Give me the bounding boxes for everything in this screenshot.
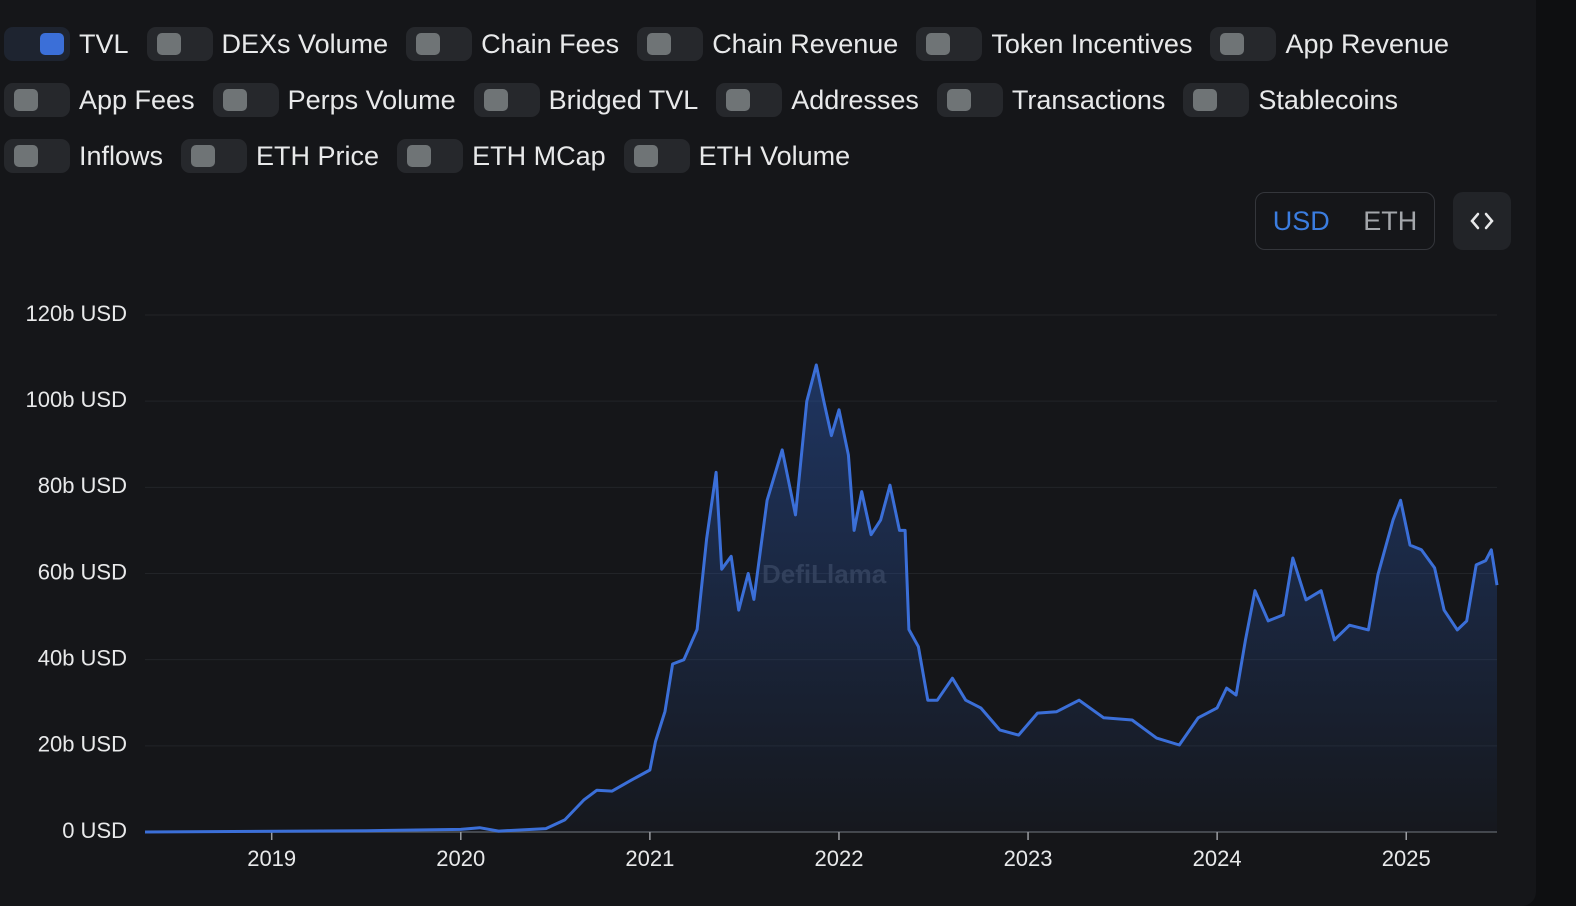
toggle-row: App Fees Perps Volume Bridged TVL Addresses…: [4, 83, 1467, 139]
toggle-switch: [4, 139, 70, 173]
toggle-label: Chain Revenue: [712, 28, 899, 59]
toggle-label: Bridged TVL: [548, 84, 699, 115]
toggle[interactable]: Chain Revenue: [637, 27, 898, 61]
toggle-switch: [397, 139, 464, 173]
toggle-knob: [1220, 33, 1245, 55]
toggle-knob: [926, 33, 951, 55]
toggle-switch: [212, 83, 279, 117]
toggle[interactable]: Bridged TVL: [473, 83, 699, 117]
toggle-knob: [416, 33, 441, 55]
x-tick-label: 2024: [1193, 846, 1242, 871]
toggle[interactable]: TVL: [4, 27, 129, 61]
toggle[interactable]: Chain Fees: [406, 27, 619, 61]
toggle-label: DEXs Volume: [221, 28, 389, 59]
toggle-switch: [473, 83, 540, 117]
toggle[interactable]: Perps Volume: [212, 83, 456, 117]
toggle[interactable]: ETH MCap: [397, 139, 606, 173]
toggle-switch: [1210, 27, 1277, 61]
toggle-switch: [146, 27, 213, 61]
toggle-knob: [222, 89, 247, 111]
toggle-label: App Fees: [79, 84, 195, 115]
toggle[interactable]: App Fees: [4, 83, 195, 117]
toggle-knob: [14, 145, 38, 167]
toggle-switch: [181, 139, 248, 173]
toggle-switch: [916, 27, 983, 61]
x-tick-label: 2021: [625, 846, 674, 871]
toggle-label: ETH Volume: [698, 140, 851, 171]
toggle[interactable]: Transactions: [936, 83, 1166, 117]
toggle[interactable]: ETH Volume: [623, 139, 851, 173]
y-tick-label: 0 USD: [62, 818, 127, 843]
toggle-switch: [4, 27, 70, 61]
toggle-switch: [936, 83, 1003, 117]
toggle-switch: [1183, 83, 1250, 117]
toggle-switch: [623, 139, 690, 173]
currency-switch: USD ETH: [1255, 192, 1435, 250]
toggle-knob: [726, 89, 751, 111]
x-tick-label: 2025: [1382, 846, 1431, 871]
chart: 0 USD 20b USD 40b USD 60b USD 80b USD 100b US…: [25, 301, 1499, 871]
toggle-knob: [647, 33, 672, 55]
toggle-switch: [406, 27, 473, 61]
embed-icon: [1470, 212, 1494, 230]
toggle[interactable]: Stablecoins: [1183, 83, 1398, 117]
y-tick-label: 80b USD: [38, 473, 127, 498]
toggle[interactable]: App Revenue: [1210, 27, 1449, 61]
currency-option[interactable]: ETH: [1363, 205, 1418, 236]
toggle-label: Addresses: [791, 84, 919, 115]
x-tick-label: 2020: [436, 846, 485, 871]
currency-option[interactable]: USD: [1272, 205, 1330, 236]
toggle-knob: [1193, 89, 1218, 111]
toggle-row: TVL DEXs Volume Chain Fees Chain Revenue Tok…: [4, 27, 1467, 83]
toggle-label: ETH MCap: [472, 140, 606, 171]
toggle-switch: [716, 83, 783, 117]
y-tick-label: 120b USD: [25, 301, 127, 326]
embed-button[interactable]: [1453, 192, 1511, 250]
toggle-label: ETH Price: [256, 140, 380, 171]
y-tick-label: 40b USD: [38, 645, 127, 670]
toggle-label: Chain Fees: [481, 28, 620, 59]
toggle-label: App Revenue: [1285, 28, 1450, 59]
toggle-knob: [14, 89, 38, 111]
toggle-knob: [407, 145, 432, 167]
toggle-label: Perps Volume: [287, 84, 456, 115]
toggle[interactable]: DEXs Volume: [146, 27, 389, 61]
area: [145, 365, 1497, 832]
x-tick-label: 2023: [1004, 846, 1053, 871]
toggle-switch: [4, 83, 70, 117]
toggle[interactable]: Token Incentives: [916, 27, 1192, 61]
x-tick-label: 2022: [814, 846, 863, 871]
y-tick-label: 60b USD: [38, 559, 127, 584]
toggle-knob: [946, 89, 971, 111]
toggle-label: Stablecoins: [1258, 84, 1399, 115]
toggle-knob: [191, 145, 216, 167]
toggle-switch: [637, 27, 704, 61]
x-tick-label: 2019: [247, 846, 296, 871]
toggle-label: Inflows: [79, 140, 164, 171]
line: [144, 363, 1499, 834]
toggle[interactable]: Inflows: [4, 139, 163, 173]
y-tick-label: 100b USD: [25, 387, 127, 412]
y-tick-label: 20b USD: [38, 732, 127, 757]
toggle-label: Token Incentives: [991, 28, 1193, 59]
toggle-row: Inflows ETH Price ETH MCap ETH Volume: [4, 139, 1467, 195]
toggle-knob: [156, 33, 181, 55]
toggle-label: Transactions: [1011, 84, 1166, 115]
toggle-label: TVL: [79, 28, 129, 59]
toggle[interactable]: Addresses: [716, 83, 919, 117]
toggle-knob: [483, 89, 508, 111]
toggle-list: TVL DEXs Volume Chain Fees Chain Revenue Tok…: [4, 27, 1467, 195]
toggle[interactable]: ETH Price: [181, 139, 379, 173]
toggle-knob: [40, 33, 64, 55]
toggle-knob: [633, 145, 658, 167]
